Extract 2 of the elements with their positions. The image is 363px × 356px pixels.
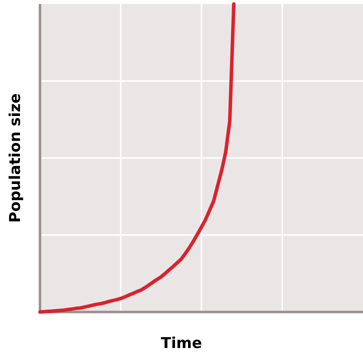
y-axis-title: Population size (6, 93, 24, 223)
x-axis-title: Time (160, 334, 202, 352)
